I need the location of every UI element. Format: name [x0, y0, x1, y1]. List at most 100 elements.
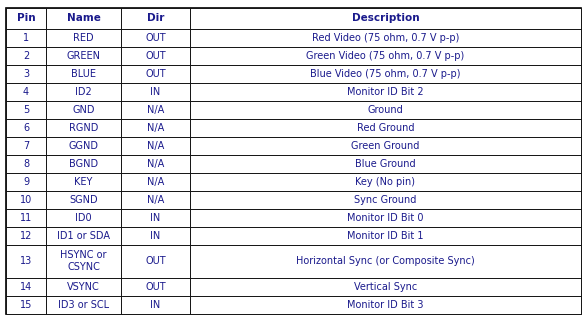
Text: RGND: RGND: [69, 123, 98, 133]
Text: N/A: N/A: [147, 158, 164, 169]
Bar: [190, 65, 581, 83]
Text: SGND: SGND: [69, 195, 98, 204]
Text: 6: 6: [23, 123, 29, 133]
Bar: [190, 119, 581, 137]
Bar: [121, 119, 190, 137]
Text: 15: 15: [20, 300, 32, 310]
Bar: [6, 227, 46, 244]
Text: 12: 12: [20, 230, 32, 241]
Text: Description: Description: [352, 13, 419, 23]
Bar: [6, 191, 46, 209]
Text: Blue Video (75 ohm, 0.7 V p-p): Blue Video (75 ohm, 0.7 V p-p): [310, 68, 461, 79]
Bar: [121, 65, 190, 83]
Bar: [121, 244, 190, 278]
Text: N/A: N/A: [147, 195, 164, 204]
Bar: [190, 100, 581, 119]
Bar: [121, 47, 190, 65]
Text: ID0: ID0: [75, 213, 92, 223]
Bar: [121, 155, 190, 172]
Text: Monitor ID Bit 0: Monitor ID Bit 0: [347, 213, 424, 223]
Text: OUT: OUT: [145, 51, 166, 61]
Text: GGND: GGND: [68, 140, 99, 151]
Text: 2: 2: [23, 51, 29, 61]
Text: OUT: OUT: [145, 33, 166, 42]
Text: Blue Ground: Blue Ground: [355, 158, 416, 169]
Text: Red Ground: Red Ground: [357, 123, 414, 133]
Bar: [6, 65, 46, 83]
Text: ID1 or SDA: ID1 or SDA: [57, 230, 110, 241]
Bar: [121, 137, 190, 155]
Bar: [46, 155, 121, 172]
Bar: [6, 137, 46, 155]
Bar: [121, 172, 190, 191]
Text: 9: 9: [23, 177, 29, 187]
Bar: [46, 119, 121, 137]
Bar: [121, 209, 190, 227]
Bar: [46, 244, 121, 278]
Text: Name: Name: [67, 13, 100, 23]
Bar: [190, 172, 581, 191]
Text: Monitor ID Bit 2: Monitor ID Bit 2: [347, 87, 424, 97]
Bar: [121, 100, 190, 119]
Bar: [46, 137, 121, 155]
Text: 8: 8: [23, 158, 29, 169]
Text: IN: IN: [150, 300, 161, 310]
Text: Green Video (75 ohm, 0.7 V p-p): Green Video (75 ohm, 0.7 V p-p): [307, 51, 465, 61]
Text: N/A: N/A: [147, 177, 164, 187]
Text: 5: 5: [23, 105, 29, 114]
Text: 11: 11: [20, 213, 32, 223]
Text: ID3 or SCL: ID3 or SCL: [58, 300, 109, 310]
Text: RED: RED: [73, 33, 94, 42]
Text: 10: 10: [20, 195, 32, 204]
Bar: [46, 8, 121, 29]
Bar: [46, 47, 121, 65]
Bar: [6, 119, 46, 137]
Text: Key (No pin): Key (No pin): [356, 177, 415, 187]
Bar: [121, 227, 190, 244]
Bar: [121, 191, 190, 209]
Bar: [46, 209, 121, 227]
Bar: [121, 29, 190, 47]
Bar: [6, 155, 46, 172]
Bar: [6, 172, 46, 191]
Bar: [190, 244, 581, 278]
Bar: [190, 8, 581, 29]
Text: IN: IN: [150, 213, 161, 223]
Bar: [121, 278, 190, 296]
Text: Monitor ID Bit 1: Monitor ID Bit 1: [347, 230, 424, 241]
Text: 1: 1: [23, 33, 29, 42]
Bar: [46, 227, 121, 244]
Bar: [190, 278, 581, 296]
Bar: [6, 8, 46, 29]
Bar: [6, 83, 46, 100]
Text: N/A: N/A: [147, 140, 164, 151]
Text: IN: IN: [150, 87, 161, 97]
Bar: [46, 191, 121, 209]
Bar: [46, 29, 121, 47]
Bar: [46, 65, 121, 83]
Bar: [6, 278, 46, 296]
Text: HSYNC or
CSYNC: HSYNC or CSYNC: [60, 250, 107, 272]
Text: 14: 14: [20, 282, 32, 292]
Bar: [190, 155, 581, 172]
Text: Horizontal Sync (or Composite Sync): Horizontal Sync (or Composite Sync): [296, 256, 475, 266]
Bar: [190, 209, 581, 227]
Bar: [6, 209, 46, 227]
Text: 3: 3: [23, 68, 29, 79]
Text: OUT: OUT: [145, 68, 166, 79]
Bar: [46, 172, 121, 191]
Bar: [190, 47, 581, 65]
Text: KEY: KEY: [74, 177, 93, 187]
Bar: [190, 191, 581, 209]
Text: Sync Ground: Sync Ground: [354, 195, 417, 204]
Bar: [190, 227, 581, 244]
Text: GND: GND: [72, 105, 95, 114]
Bar: [46, 296, 121, 314]
Text: Dir: Dir: [147, 13, 164, 23]
Bar: [6, 47, 46, 65]
Text: IN: IN: [150, 230, 161, 241]
Bar: [6, 100, 46, 119]
Bar: [6, 244, 46, 278]
Text: VSYNC: VSYNC: [67, 282, 100, 292]
Text: OUT: OUT: [145, 256, 166, 266]
